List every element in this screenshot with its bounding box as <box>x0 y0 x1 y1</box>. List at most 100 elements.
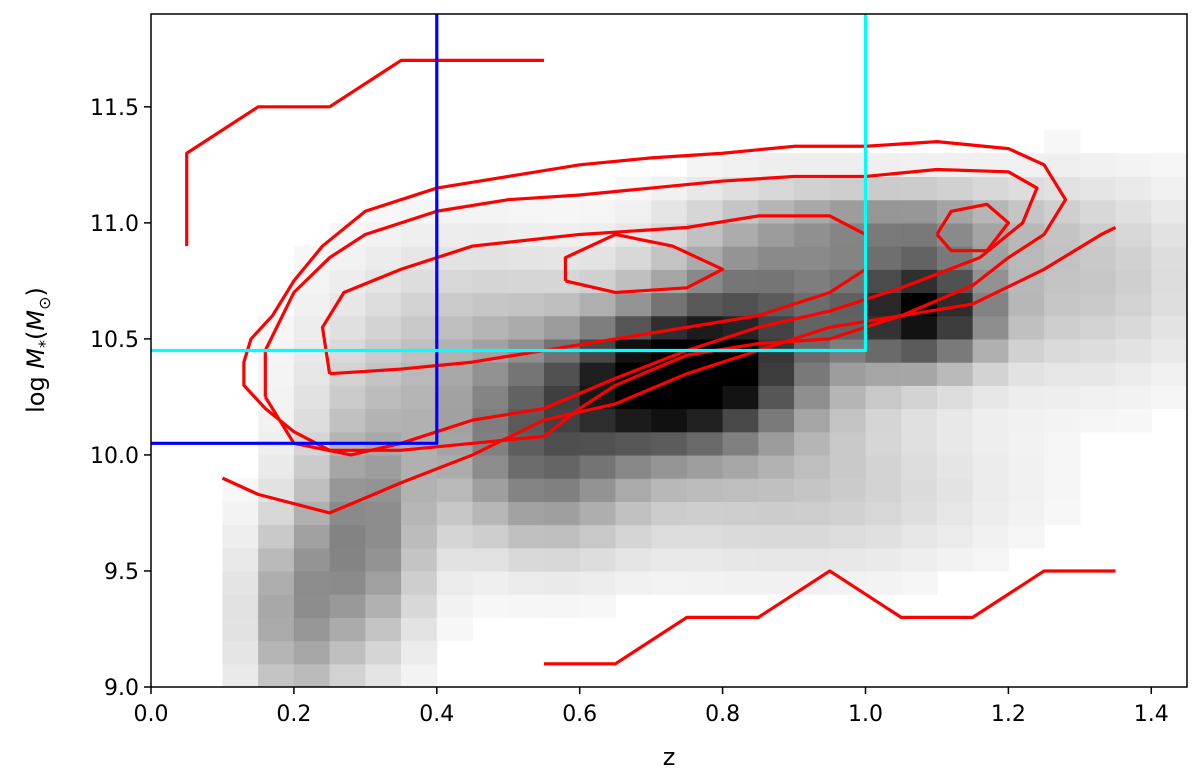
contour-mid <box>263 167 1039 457</box>
heatmap-cell <box>543 594 581 618</box>
heatmap-cell <box>722 408 759 433</box>
heatmap-cell <box>722 222 759 247</box>
heatmap-cell <box>365 408 402 433</box>
heatmap-cell <box>258 570 295 595</box>
heatmap-cell <box>972 153 1009 178</box>
heatmap-cell <box>1151 362 1187 386</box>
y-axis-label-close-paren: ) <box>22 287 50 296</box>
x-axis-label: z <box>663 743 676 771</box>
heatmap-cell <box>794 222 831 247</box>
heatmap-cell <box>651 431 688 456</box>
heatmap-cell <box>758 153 795 178</box>
heatmap-cell <box>508 570 545 595</box>
heatmap-cell <box>579 501 617 526</box>
heatmap-cell <box>615 501 652 526</box>
heatmap-cell <box>972 478 1009 502</box>
heatmap-cell <box>936 269 974 294</box>
heatmap-cell <box>722 570 759 595</box>
heatmap-cell <box>258 640 295 665</box>
heatmap-cell <box>758 269 795 294</box>
heatmap-cell <box>329 408 366 433</box>
heatmap-cell <box>329 617 366 642</box>
heatmap-cell <box>365 547 402 572</box>
heatmap-cell <box>329 385 366 410</box>
heatmap-cell <box>829 524 867 549</box>
heatmap-cell <box>722 315 759 340</box>
heatmap-cell <box>329 570 366 595</box>
heatmap-cell <box>865 362 902 386</box>
heatmap-cell <box>258 524 295 549</box>
heatmap-cell <box>972 547 1009 572</box>
heatmap-cell <box>686 454 724 479</box>
heatmap-cell <box>401 663 438 687</box>
heatmap-cell <box>1008 501 1045 526</box>
heatmap-cell <box>829 408 867 433</box>
heatmap-cell <box>329 501 366 526</box>
heatmap-cell <box>293 640 331 665</box>
heatmap-cell <box>758 222 795 247</box>
heatmap-cell <box>722 292 759 317</box>
heatmap-cell <box>1151 385 1187 410</box>
heatmap-cell <box>615 199 652 224</box>
heatmap-cell <box>901 199 938 224</box>
heatmap-cell <box>543 570 581 595</box>
heatmap-cell <box>972 454 1009 479</box>
x-tick-label: 1.2 <box>991 702 1026 727</box>
heatmap-cell <box>258 385 295 410</box>
x-axis-ticks: 0.0 0.2 0.4 0.6 0.8 1.0 1.2 1.4 <box>134 687 1169 727</box>
heatmap-cell <box>758 362 795 386</box>
contour-top-left <box>185 58 544 247</box>
heatmap-cell <box>936 362 974 386</box>
heatmap-cell <box>1115 408 1152 433</box>
heatmap-cell <box>1151 153 1187 178</box>
heatmap-cell <box>1044 454 1081 479</box>
heatmap-cell <box>1008 246 1045 270</box>
heatmap-cell <box>1008 385 1045 410</box>
heatmap-cell <box>972 338 1009 363</box>
heatmap-cell <box>436 594 474 618</box>
heatmap-cell <box>865 315 902 340</box>
heatmap-cell <box>651 454 688 479</box>
heatmap-cell <box>901 338 938 363</box>
heatmap-cell <box>329 478 366 502</box>
heatmap-cell <box>401 594 438 618</box>
heatmap-cell <box>865 292 902 317</box>
heatmap-cell <box>1044 130 1081 154</box>
heatmap-cell <box>615 431 652 456</box>
heatmap-cell <box>901 315 938 340</box>
heatmap-cell <box>401 408 438 433</box>
heatmap-cell <box>258 594 295 618</box>
heatmap-cell <box>1008 222 1045 247</box>
heatmap-cell <box>293 663 331 687</box>
heatmap-cell <box>794 199 831 224</box>
heatmap-cell <box>365 663 402 687</box>
heatmap-cell <box>258 617 295 642</box>
heatmap-cell <box>936 408 974 433</box>
contour-bottom <box>543 569 1116 666</box>
heatmap-cell <box>651 501 688 526</box>
heatmap-cell <box>758 385 795 410</box>
heatmap-cell <box>472 570 509 595</box>
contour-lines <box>151 14 1117 666</box>
heatmap-cell <box>794 176 831 201</box>
heatmap-cell <box>936 431 974 456</box>
heatmap-cell <box>1115 153 1152 178</box>
heatmap-cell <box>579 246 617 270</box>
heatmap-cell <box>722 501 759 526</box>
heatmap-cell <box>579 547 617 572</box>
heatmap-cell <box>436 617 474 642</box>
heatmap-cell <box>258 663 295 687</box>
heatmap-cell <box>1115 315 1152 340</box>
heatmap-cell <box>615 269 652 294</box>
heatmap-cell <box>401 315 438 340</box>
heatmap-cell <box>972 362 1009 386</box>
heatmap-cell <box>508 594 545 618</box>
heatmap-cell <box>329 524 366 549</box>
heatmap-cell <box>1079 176 1117 201</box>
heatmap-cell <box>508 292 545 317</box>
heatmap-cell <box>794 315 831 340</box>
heatmap-cell <box>329 454 366 479</box>
heatmap-cell <box>686 524 724 549</box>
heatmap-cell <box>1044 362 1081 386</box>
heatmap-cell <box>436 385 474 410</box>
